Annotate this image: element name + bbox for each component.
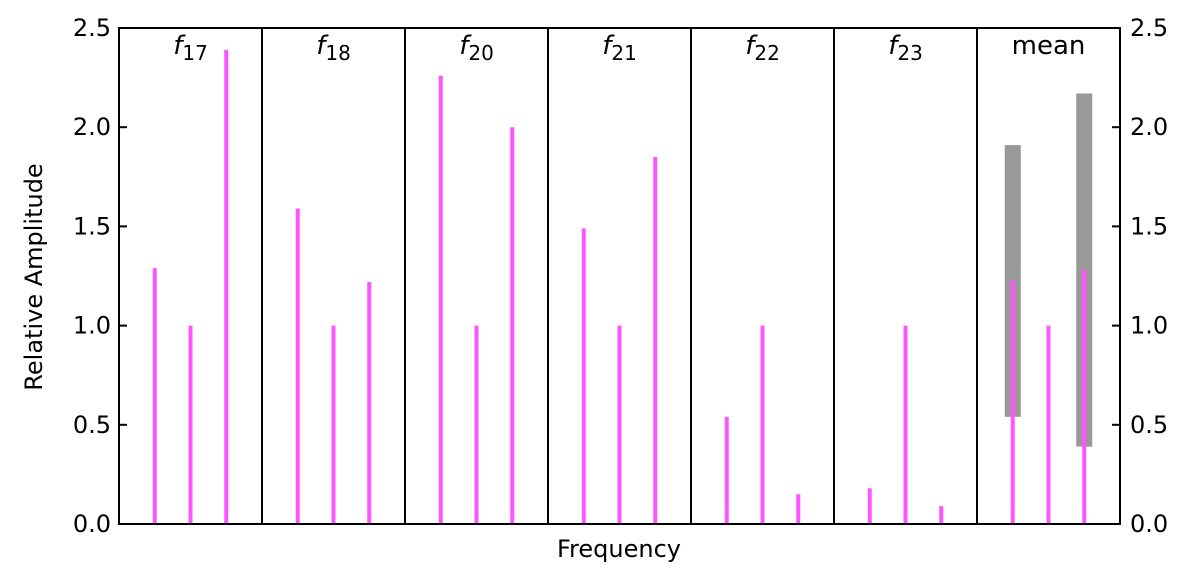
y-tick-label-left: 0.0 <box>73 510 111 538</box>
y-tick-label-left: 2.0 <box>73 113 111 141</box>
panel-label-sub: 17 <box>182 41 207 65</box>
y-axis-right: 0.0 0.5 1.0 1.5 2.0 2.5 <box>1112 14 1168 538</box>
panel-label: f22 <box>745 31 780 65</box>
y-tick-label-right: 1.0 <box>1130 312 1168 340</box>
panel-label-sub: 18 <box>325 41 350 65</box>
y-tick-label-left: 1.5 <box>73 212 111 240</box>
x-axis-label: Frequency <box>557 535 681 563</box>
panel-label-sub: 22 <box>754 41 779 65</box>
y-tick-label-left: 2.5 <box>73 14 111 42</box>
panel-label-sub: 23 <box>897 41 922 65</box>
y-tick-label-right: 2.0 <box>1130 113 1168 141</box>
y-tick-label-right: 2.5 <box>1130 14 1168 42</box>
panel-label: f23 <box>888 31 923 65</box>
panel-label-sub: 20 <box>468 41 493 65</box>
y-tick-label-right: 1.5 <box>1130 212 1168 240</box>
chart-marks <box>152 49 1093 524</box>
plot-frame <box>118 27 1121 525</box>
panel-label-sub: 21 <box>611 41 636 65</box>
panel-label: f17 <box>173 31 208 65</box>
y-tick-label-right: 0.0 <box>1130 510 1168 538</box>
y-tick-label-left: 1.0 <box>73 312 111 340</box>
panel-label: f20 <box>459 31 494 65</box>
y-axis-label: Relative Amplitude <box>20 163 48 390</box>
panel-label: mean <box>1012 31 1086 61</box>
y-tick-label-right: 0.5 <box>1130 411 1168 439</box>
y-tick-label-left: 0.5 <box>73 411 111 439</box>
y-axis-left: 0.0 0.5 1.0 1.5 2.0 2.5 <box>73 14 127 538</box>
panel-frames <box>118 27 1121 525</box>
panel-label: f18 <box>316 31 351 65</box>
panel-label-text: mean <box>1012 31 1086 61</box>
panel-label: f21 <box>602 31 637 65</box>
panel-labels: f17 f18 f20 f21 f22 f23 mean <box>173 31 1085 65</box>
